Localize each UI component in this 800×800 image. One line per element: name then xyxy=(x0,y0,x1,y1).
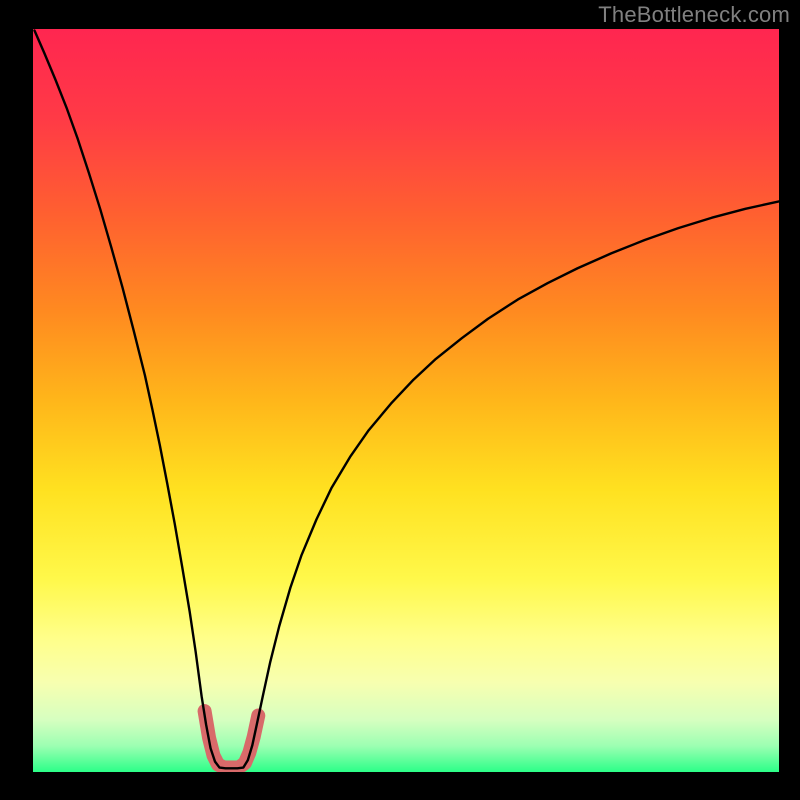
plot-area xyxy=(33,29,779,772)
chart-svg xyxy=(33,29,779,772)
watermark-text: TheBottleneck.com xyxy=(598,2,790,28)
chart-frame: TheBottleneck.com xyxy=(0,0,800,800)
gradient-background xyxy=(33,29,779,772)
